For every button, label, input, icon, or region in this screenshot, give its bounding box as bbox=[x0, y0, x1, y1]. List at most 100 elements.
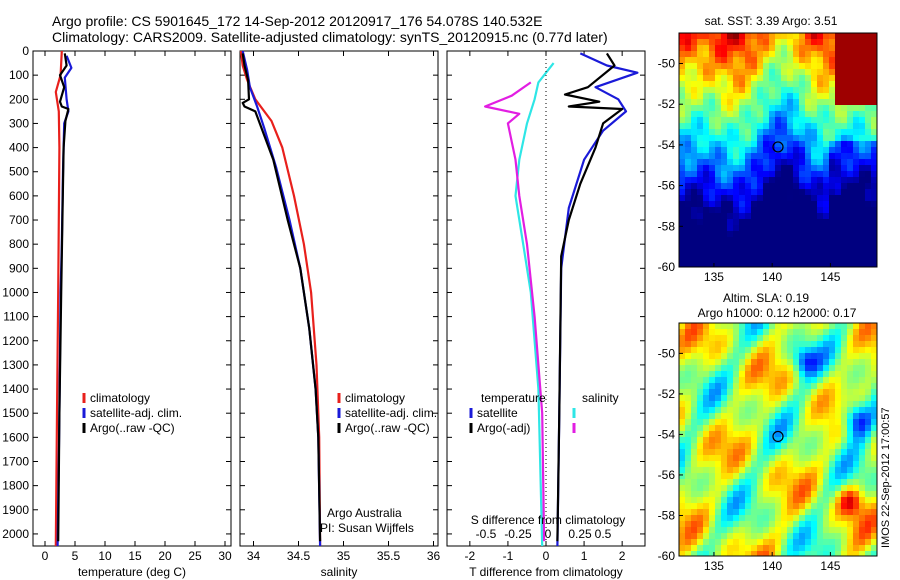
map-cell bbox=[769, 377, 775, 383]
map-cell bbox=[751, 479, 757, 485]
map-cell bbox=[853, 93, 859, 99]
map-cell bbox=[751, 141, 757, 147]
map-cell bbox=[817, 69, 823, 75]
map-cell bbox=[751, 455, 757, 461]
map-cell bbox=[823, 467, 829, 473]
map-cell bbox=[853, 545, 859, 551]
map-cell bbox=[745, 261, 751, 267]
x-tick-label: 135 bbox=[704, 270, 724, 284]
map-cell bbox=[697, 81, 703, 87]
map-cell bbox=[709, 141, 715, 147]
map-cell bbox=[805, 335, 811, 341]
map-cell bbox=[805, 353, 811, 359]
map-cell bbox=[829, 365, 835, 371]
map-cell bbox=[787, 389, 793, 395]
map-cell bbox=[829, 509, 835, 515]
map-cell bbox=[799, 551, 805, 556]
map-cell bbox=[817, 527, 823, 533]
map-cell bbox=[733, 401, 739, 407]
map-cell bbox=[739, 255, 745, 261]
map-cell bbox=[745, 243, 751, 249]
map-cell bbox=[763, 57, 769, 63]
map-cell bbox=[871, 69, 877, 75]
map-cell bbox=[745, 117, 751, 123]
map-cell bbox=[781, 105, 787, 111]
map-cell bbox=[733, 69, 739, 75]
map-cell bbox=[703, 123, 709, 129]
map-cell bbox=[793, 533, 799, 539]
map-cell bbox=[853, 527, 859, 533]
map-cell bbox=[841, 401, 847, 407]
map-cell bbox=[793, 117, 799, 123]
map-cell bbox=[859, 105, 865, 111]
map-cell bbox=[757, 171, 763, 177]
map-cell bbox=[799, 69, 805, 75]
map-cell bbox=[745, 419, 751, 425]
map-cell bbox=[709, 341, 715, 347]
map-cell bbox=[859, 401, 865, 407]
map-cell bbox=[871, 195, 877, 201]
map-cell bbox=[805, 497, 811, 503]
map-cell bbox=[709, 413, 715, 419]
map-cell bbox=[757, 249, 763, 255]
map-cell bbox=[697, 509, 703, 515]
map-cell bbox=[769, 135, 775, 141]
map-cell bbox=[691, 413, 697, 419]
map-cell bbox=[853, 219, 859, 225]
map-cell bbox=[829, 33, 835, 39]
map-cell bbox=[817, 135, 823, 141]
map-cell bbox=[787, 443, 793, 449]
map-cell bbox=[787, 153, 793, 159]
map-cell bbox=[745, 75, 751, 81]
map-cell bbox=[679, 359, 685, 365]
map-cell bbox=[829, 413, 835, 419]
map-cell bbox=[763, 485, 769, 491]
map-cell bbox=[853, 473, 859, 479]
map-cell bbox=[715, 189, 721, 195]
map-cell bbox=[859, 39, 865, 45]
x-tick-label: 34.5 bbox=[287, 549, 311, 563]
map-cell bbox=[715, 111, 721, 117]
map-cell bbox=[721, 377, 727, 383]
map-cell bbox=[775, 183, 781, 189]
map-cell bbox=[871, 407, 877, 413]
map-cell bbox=[739, 171, 745, 177]
map-cell bbox=[847, 359, 853, 365]
map-cell bbox=[769, 189, 775, 195]
map-cell bbox=[757, 413, 763, 419]
map-cell bbox=[871, 347, 877, 353]
map-cell bbox=[781, 341, 787, 347]
map-cell bbox=[781, 195, 787, 201]
y-tick-label: 1100 bbox=[3, 310, 29, 324]
map-cell bbox=[751, 105, 757, 111]
map-cell bbox=[799, 467, 805, 473]
map-cell bbox=[751, 135, 757, 141]
map-cell bbox=[745, 485, 751, 491]
map-cell bbox=[739, 51, 745, 57]
map-cell bbox=[847, 57, 853, 63]
map-cell bbox=[799, 407, 805, 413]
map-cell bbox=[751, 177, 757, 183]
map-cell bbox=[817, 207, 823, 213]
map-cell bbox=[787, 497, 793, 503]
map-cell bbox=[835, 165, 841, 171]
y-tick-label: 0 bbox=[22, 44, 29, 58]
map-cell bbox=[721, 551, 727, 556]
map-cell bbox=[721, 123, 727, 129]
map-cell bbox=[709, 57, 715, 63]
map-cell bbox=[679, 443, 685, 449]
map-cell bbox=[715, 467, 721, 473]
map-cell bbox=[817, 147, 823, 153]
y-tick-label: 800 bbox=[9, 237, 29, 251]
map-cell bbox=[763, 527, 769, 533]
map-cell bbox=[721, 231, 727, 237]
map-cell bbox=[865, 99, 871, 105]
map-cell bbox=[811, 401, 817, 407]
map-cell bbox=[781, 225, 787, 231]
map-cell bbox=[841, 347, 847, 353]
map-cell bbox=[769, 171, 775, 177]
map-cell bbox=[685, 359, 691, 365]
map-cell bbox=[685, 189, 691, 195]
map-cell bbox=[817, 347, 823, 353]
map-cell bbox=[703, 539, 709, 545]
